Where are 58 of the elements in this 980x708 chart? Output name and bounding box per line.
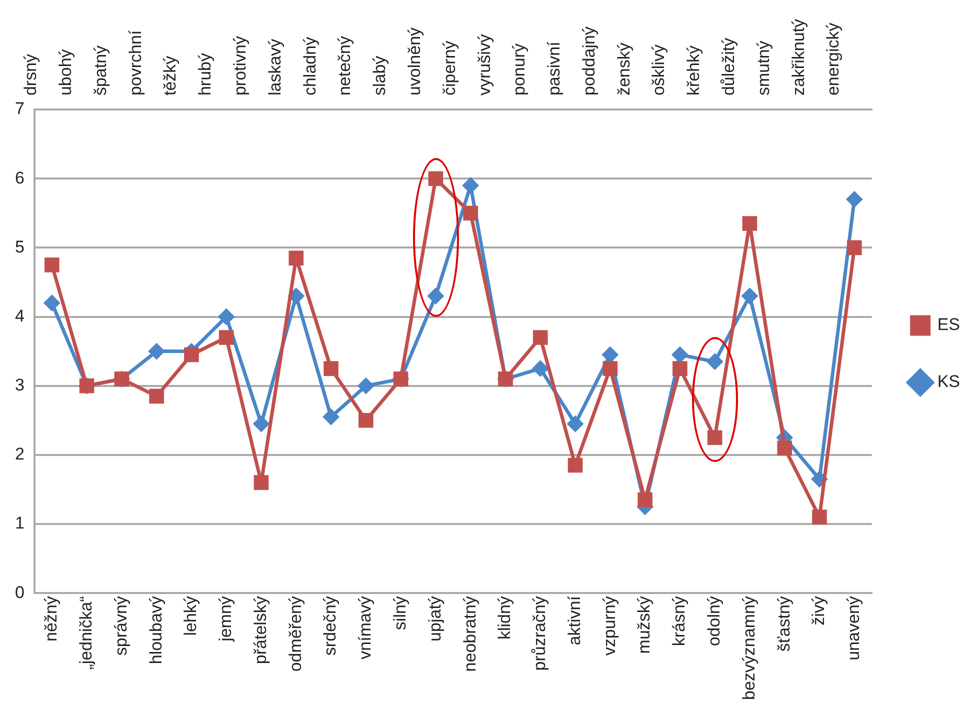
text: křehký	[684, 44, 704, 96]
text: zakřiknutý	[788, 18, 808, 96]
x-tick-label: přátelský	[250, 596, 270, 664]
x-tick-label: aktivní	[564, 596, 584, 646]
y-tick-label: 5	[14, 237, 24, 256]
text: energický	[824, 22, 843, 96]
y-tick-label: 1	[14, 514, 24, 533]
x-tick-label: živý	[809, 596, 828, 626]
x-tick-label: krásný	[670, 596, 689, 646]
text: poddajný	[579, 26, 598, 96]
x-tick-label: správný	[111, 596, 130, 656]
text: slabý	[370, 55, 390, 96]
legend-label: ES	[937, 315, 960, 334]
legend-label: KS	[937, 372, 960, 392]
x-tick-label: průzračný	[530, 596, 550, 671]
x-tick-label: šťastný	[774, 596, 794, 652]
x-tick-label: srdečný	[320, 596, 340, 656]
text: protivný	[230, 36, 250, 96]
text: vyrušivý	[474, 34, 494, 96]
text: čiperný	[440, 40, 459, 96]
x-tick-label: jemný	[216, 596, 236, 642]
text: netečný	[335, 35, 354, 96]
text: uvolněný	[404, 26, 424, 96]
x-tick-label: silný	[390, 596, 410, 630]
x-tick-label: odměřený	[286, 596, 305, 672]
x-tick-label: mužský	[634, 596, 654, 654]
y-tick-label: 2	[14, 444, 24, 464]
x-tick-label: bezvýznamný	[739, 596, 758, 700]
text: těžký	[160, 55, 180, 96]
text: ponurý	[510, 43, 529, 96]
y-tick-label: 7	[14, 99, 24, 118]
x-tick-label: lehký	[181, 596, 200, 636]
text: špatný	[90, 44, 110, 96]
x-tick-label: neobratný	[460, 596, 480, 672]
x-tick-label: vnímavý	[356, 596, 375, 660]
x-tick-label: něžný	[42, 596, 61, 642]
y-tick-label: 0	[14, 582, 24, 602]
text: ubohý	[56, 48, 76, 96]
text: hrubý	[196, 52, 215, 96]
text: drsný	[21, 53, 40, 96]
x-tick-label: klidný	[495, 596, 514, 640]
y-tick-label: 6	[14, 168, 24, 188]
x-tick-label: hloubavý	[146, 596, 166, 664]
text: laskavý	[265, 38, 284, 96]
x-tick-label: upjatý	[425, 596, 444, 642]
text: pasivní	[544, 41, 564, 96]
text: ženský	[614, 42, 634, 96]
x-tick-label: vzpurný	[600, 596, 619, 656]
text: chladný	[300, 36, 320, 96]
text: povrchní	[126, 30, 145, 96]
text: smutný	[754, 40, 773, 96]
text: důležitý	[718, 37, 738, 96]
x-tick-label: odolný	[704, 596, 724, 646]
x-tick-label: unavený	[844, 596, 864, 660]
text: ošklivý	[649, 44, 668, 96]
y-tick-label: 4	[14, 306, 24, 326]
x-tick-label: „jednička“	[76, 596, 96, 670]
y-tick-label: 3	[14, 376, 24, 395]
